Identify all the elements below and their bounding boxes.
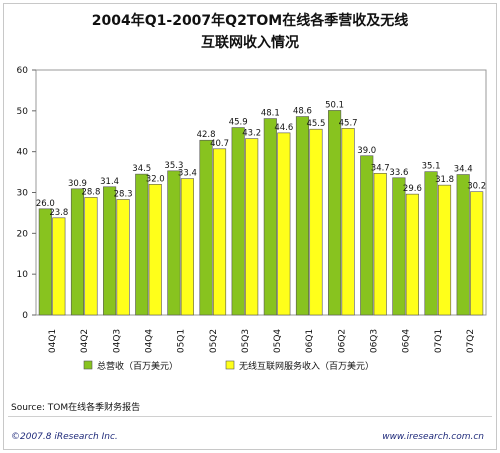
bar-wireless-revenue bbox=[84, 197, 98, 316]
data-label: 39.0 bbox=[357, 146, 376, 156]
bar-wireless-revenue bbox=[148, 184, 162, 316]
bar-total-revenue bbox=[38, 208, 52, 316]
data-label: 35.1 bbox=[422, 162, 441, 172]
y-tick-label: 20 bbox=[17, 229, 29, 239]
data-label: 44.6 bbox=[274, 123, 293, 133]
data-label: 28.8 bbox=[81, 187, 100, 197]
x-tick-label: 06Q2 bbox=[337, 329, 347, 353]
data-label: 34.5 bbox=[132, 164, 151, 174]
bar-total-revenue bbox=[360, 155, 374, 316]
data-label: 45.5 bbox=[306, 119, 325, 129]
data-label: 33.6 bbox=[389, 168, 408, 178]
bar-total-revenue bbox=[424, 171, 438, 316]
bar-wireless-revenue bbox=[212, 148, 227, 316]
legend-swatch bbox=[225, 360, 235, 370]
legend-swatch bbox=[83, 360, 93, 370]
x-tick-label: 05Q4 bbox=[273, 329, 283, 354]
x-tick-label: 06Q4 bbox=[402, 329, 412, 354]
data-label: 32.0 bbox=[146, 174, 165, 184]
x-tick-label: 07Q2 bbox=[466, 329, 476, 353]
data-label: 35.3 bbox=[164, 161, 183, 171]
data-label: 31.8 bbox=[435, 175, 454, 185]
data-label: 34.4 bbox=[454, 165, 473, 175]
data-label: 50.1 bbox=[325, 100, 344, 110]
y-tick-label: 30 bbox=[17, 189, 29, 199]
legend-label: 无线互联网服务收入（百万美元） bbox=[239, 360, 374, 372]
bar-wireless-revenue bbox=[405, 193, 419, 316]
data-label: 29.6 bbox=[403, 184, 422, 194]
data-label: 30.2 bbox=[467, 182, 486, 192]
data-label: 26.0 bbox=[36, 199, 55, 209]
source-note: Source: TOM在线各季财务报告 bbox=[11, 403, 141, 413]
chart-title-line-2: 互联网收入情况 bbox=[201, 35, 299, 51]
copyright-text: ©2007.8 iResearch Inc. bbox=[11, 432, 118, 442]
bar-wireless-revenue bbox=[52, 217, 66, 316]
y-tick-label: 40 bbox=[17, 148, 29, 158]
data-label: 48.1 bbox=[261, 109, 280, 119]
x-tick-label: 07Q1 bbox=[434, 329, 444, 353]
bar-wireless-revenue bbox=[373, 173, 387, 316]
x-tick-label: 04Q2 bbox=[80, 329, 90, 353]
legend-label: 总营收（百万美元） bbox=[97, 360, 178, 372]
data-label: 34.7 bbox=[371, 163, 390, 173]
x-tick-label: 06Q3 bbox=[370, 329, 380, 353]
footer-divider bbox=[8, 416, 492, 417]
x-tick-label: 05Q1 bbox=[177, 329, 187, 353]
data-label: 43.2 bbox=[242, 129, 261, 139]
bar-total-revenue bbox=[263, 118, 277, 316]
bar-wireless-revenue bbox=[277, 132, 291, 316]
y-tick-label: 0 bbox=[22, 311, 28, 321]
data-label: 45.7 bbox=[339, 118, 358, 128]
bar-total-revenue bbox=[199, 139, 213, 316]
chart-frame: 2004年Q1-2007年Q2TOM在线各季营收及无线 互联网收入情况 0 10 2… bbox=[3, 3, 497, 450]
y-tick-label: 10 bbox=[17, 270, 29, 280]
bar-total-revenue bbox=[328, 110, 342, 316]
data-label: 45.9 bbox=[229, 118, 248, 128]
bar-chart: 0 10 20 30 40 50 60 26.023.8 04Q1 30.928.8 04Q2 31.… bbox=[17, 66, 487, 372]
x-tick-label: 05Q2 bbox=[209, 329, 219, 353]
data-label: 31.4 bbox=[100, 177, 119, 187]
bar-total-revenue bbox=[103, 186, 117, 316]
bar-wireless-revenue bbox=[245, 138, 259, 316]
data-label: 33.4 bbox=[178, 169, 197, 179]
x-tick-label: 06Q1 bbox=[305, 329, 315, 353]
data-label: 30.9 bbox=[68, 179, 87, 189]
bar-total-revenue bbox=[167, 170, 181, 316]
bar-wireless-revenue bbox=[309, 128, 323, 316]
bar-wireless-revenue bbox=[437, 184, 452, 316]
y-tick-label: 50 bbox=[17, 107, 29, 117]
bar-total-revenue bbox=[135, 173, 149, 316]
website-link[interactable]: www.iresearch.com.cn bbox=[382, 432, 484, 442]
data-label: 42.8 bbox=[197, 130, 216, 140]
bar-total-revenue bbox=[392, 177, 406, 316]
data-label: 23.8 bbox=[49, 208, 68, 218]
bar-total-revenue bbox=[70, 188, 85, 316]
bar-wireless-revenue bbox=[180, 178, 194, 316]
x-tick-label: 04Q1 bbox=[48, 329, 58, 353]
chart-title: 2004年Q1-2007年Q2TOM在线各季营收及无线 互联网收入情况 bbox=[4, 10, 496, 54]
x-tick-label: 05Q3 bbox=[241, 329, 251, 353]
bar-total-revenue bbox=[295, 116, 310, 316]
y-tick-label: 60 bbox=[17, 66, 29, 76]
x-tick-label: 04Q3 bbox=[112, 329, 122, 353]
data-label: 40.7 bbox=[210, 139, 229, 149]
bar-total-revenue bbox=[231, 127, 245, 316]
bar-wireless-revenue bbox=[341, 128, 355, 316]
chart-title-line-1: 2004年Q1-2007年Q2TOM在线各季营收及无线 bbox=[91, 13, 409, 29]
bar-total-revenue bbox=[456, 174, 470, 316]
data-label: 28.3 bbox=[114, 189, 133, 199]
data-label: 48.6 bbox=[293, 107, 312, 117]
bar-wireless-revenue bbox=[116, 199, 130, 316]
x-tick-label: 04Q4 bbox=[145, 329, 155, 354]
bar-wireless-revenue bbox=[470, 191, 484, 316]
